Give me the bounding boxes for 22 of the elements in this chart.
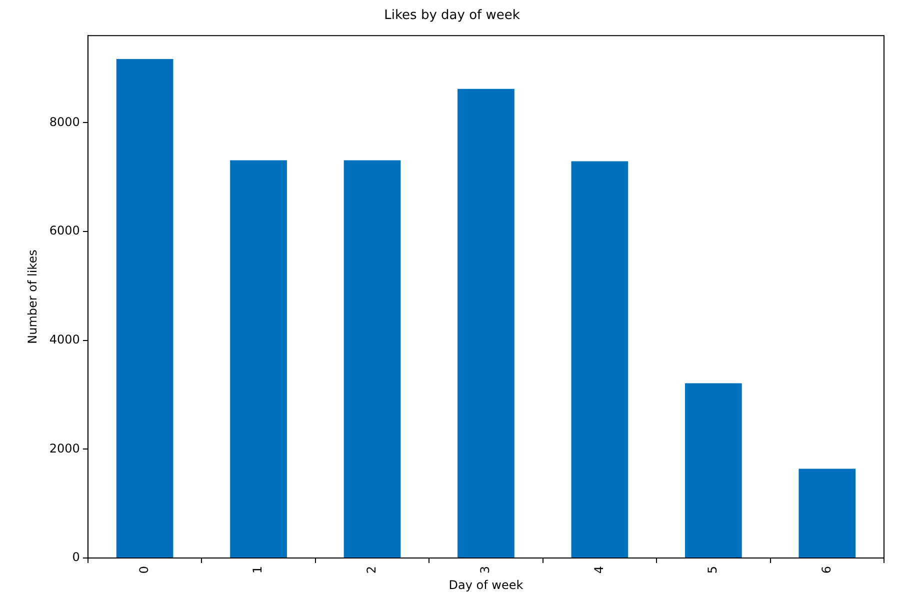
bar bbox=[344, 160, 401, 558]
bar bbox=[798, 468, 856, 558]
x-tick-label: 4 bbox=[592, 566, 606, 574]
y-tick-label: 2000 bbox=[49, 441, 80, 456]
chart-title: Likes by day of week bbox=[384, 8, 520, 24]
y-tick-label: 0 bbox=[72, 550, 80, 564]
y-tick-label: 8000 bbox=[49, 114, 80, 129]
y-tick-label: 4000 bbox=[49, 332, 80, 346]
x-tick-label: 2 bbox=[364, 566, 378, 574]
x-tick-label: 1 bbox=[250, 566, 265, 574]
x-tick-label: 6 bbox=[819, 566, 834, 574]
bar bbox=[116, 59, 174, 558]
x-axis-title: Day of week bbox=[448, 578, 524, 592]
y-tick-label: 6000 bbox=[49, 224, 80, 238]
bar bbox=[571, 161, 628, 558]
bar bbox=[458, 88, 514, 558]
x-tick-label: 0 bbox=[136, 566, 151, 574]
bar bbox=[230, 160, 287, 558]
y-axis-title: Number of likes bbox=[25, 250, 40, 344]
bar bbox=[684, 383, 742, 558]
x-tick-label: 5 bbox=[706, 566, 720, 574]
x-tick-label: 3 bbox=[478, 566, 492, 574]
